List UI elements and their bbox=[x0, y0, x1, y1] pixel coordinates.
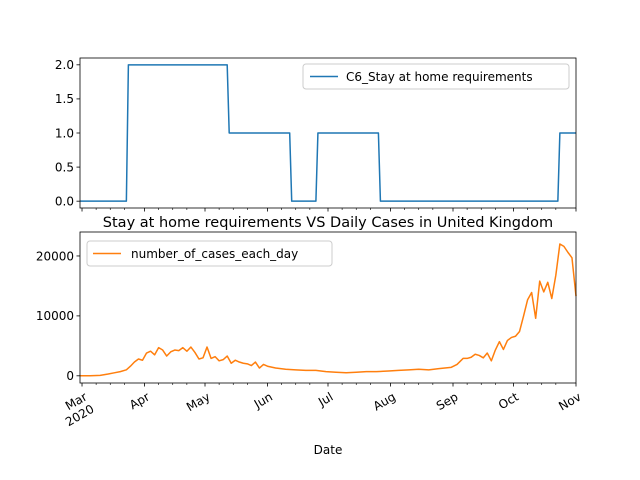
x-axis-label: Date bbox=[314, 443, 343, 457]
bottom-series-line-0 bbox=[80, 243, 577, 377]
bottom-y-tick-label: 20000 bbox=[36, 249, 74, 263]
bottom-chart-title: Stay at home requirements VS Daily Cases… bbox=[103, 215, 553, 231]
top-y-tick-label: 1.5 bbox=[55, 92, 74, 106]
top-series-layer bbox=[80, 64, 576, 202]
top-legend: C6_Stay at home requirements bbox=[302, 63, 570, 90]
top-x-ticks bbox=[81, 208, 577, 212]
bottom-legend: number_of_cases_each_day bbox=[86, 240, 333, 267]
top-y-ticks: 0.0 0.5 1.0 1.5 2.0 bbox=[55, 58, 80, 208]
top-series-line-0 bbox=[80, 64, 576, 202]
top-y-tick-label: 0.0 bbox=[55, 194, 74, 208]
top-legend-label: C6_Stay at home requirements bbox=[346, 70, 533, 84]
bottom-y-ticks: 0 10000 20000 bbox=[36, 249, 80, 383]
top-y-tick-label: 2.0 bbox=[55, 58, 74, 72]
bottom-series-layer bbox=[80, 243, 577, 377]
top-y-tick-label: 0.5 bbox=[55, 160, 74, 174]
bottom-x-tick-label: Jul bbox=[315, 390, 335, 410]
top-y-tick-label: 1.0 bbox=[55, 126, 74, 140]
top-subplot: 0.0 0.5 1.0 1.5 2.0 C6_Stay at home requirem… bbox=[55, 57, 577, 212]
bottom-y-tick-label: 10000 bbox=[36, 309, 74, 323]
bottom-y-tick-label: 0 bbox=[66, 369, 74, 383]
top-legend-box bbox=[302, 63, 570, 90]
bottom-legend-label: number_of_cases_each_day bbox=[131, 247, 298, 261]
x-tick-label-line: Jul bbox=[315, 390, 335, 410]
bottom-legend-box bbox=[86, 240, 333, 267]
